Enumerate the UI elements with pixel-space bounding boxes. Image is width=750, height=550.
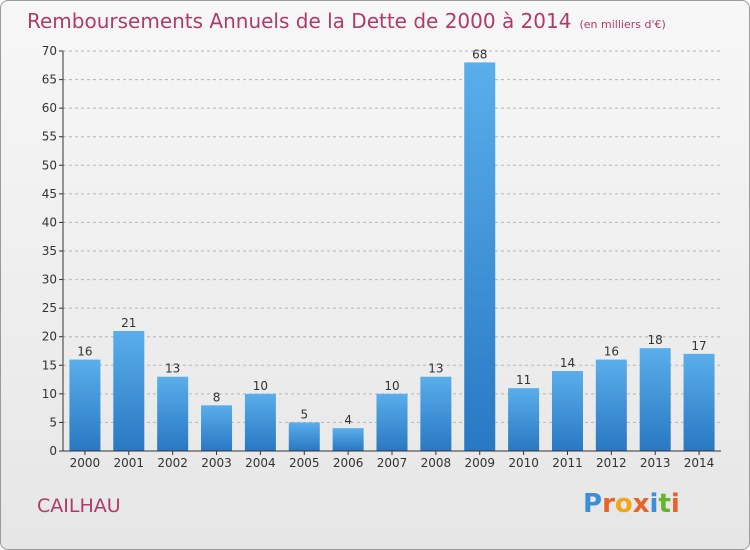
chart-title-text: Remboursements Annuels de la Dette de 20… <box>27 9 572 33</box>
logo-letter: t <box>658 489 671 519</box>
y-tick-label: 10 <box>42 387 57 401</box>
bar <box>201 405 233 451</box>
data-label: 13 <box>165 362 180 376</box>
y-tick-label: 35 <box>42 244 57 258</box>
x-tick-label: 2011 <box>552 456 583 470</box>
y-tick-label: 50 <box>42 158 57 172</box>
data-label: 68 <box>472 47 487 61</box>
bar <box>464 62 496 452</box>
logo-letter: r <box>602 489 615 519</box>
y-tick-label: 40 <box>42 215 57 229</box>
bar <box>332 428 364 451</box>
y-tick-label: 60 <box>42 101 57 115</box>
chart-unit: (en milliers d'€) <box>579 18 666 31</box>
bar <box>376 393 408 451</box>
bar <box>595 359 627 451</box>
y-tick-label: 0 <box>49 444 57 458</box>
x-tick-label: 2000 <box>70 456 101 470</box>
data-label: 4 <box>344 413 352 427</box>
x-tick-label: 2002 <box>157 456 188 470</box>
y-tick-label: 15 <box>42 358 57 372</box>
bar <box>288 422 320 451</box>
data-label: 17 <box>691 339 706 353</box>
bar <box>420 376 452 451</box>
x-tick-label: 2014 <box>684 456 715 470</box>
x-tick-label: 2013 <box>640 456 671 470</box>
bar <box>157 376 189 451</box>
y-tick-label: 65 <box>42 73 57 87</box>
x-tick-label: 2008 <box>421 456 452 470</box>
x-tick-label: 2005 <box>289 456 320 470</box>
data-label: 16 <box>604 345 619 359</box>
y-tick-label: 55 <box>42 130 57 144</box>
logo-letter: i <box>670 489 680 519</box>
y-tick-label: 25 <box>42 301 57 315</box>
data-label: 14 <box>560 356 575 370</box>
y-tick-label: 70 <box>42 44 57 58</box>
chart-title: Remboursements Annuels de la Dette de 20… <box>27 9 666 33</box>
x-tick-label: 2001 <box>114 456 145 470</box>
data-label: 18 <box>648 333 663 347</box>
x-tick-label: 2003 <box>201 456 232 470</box>
bar <box>69 359 101 451</box>
data-label: 5 <box>300 407 308 421</box>
y-tick-label: 5 <box>49 415 57 429</box>
y-tick-label: 45 <box>42 187 57 201</box>
x-tick-label: 2004 <box>245 456 276 470</box>
data-label: 8 <box>213 390 221 404</box>
y-tick-label: 30 <box>42 273 57 287</box>
bar <box>551 371 583 451</box>
y-tick-label: 20 <box>42 330 57 344</box>
x-tick-label: 2009 <box>464 456 495 470</box>
x-tick-label: 2007 <box>377 456 408 470</box>
data-label: 16 <box>77 345 92 359</box>
bar <box>113 331 145 451</box>
bars: 16 21 13 8 10 5 4 10 13 68 11 14 16 18 17 <box>69 47 715 452</box>
data-label: 10 <box>384 379 399 393</box>
bar <box>244 393 276 451</box>
x-tick-label: 2010 <box>508 456 539 470</box>
bar <box>683 353 715 451</box>
data-label: 13 <box>428 362 443 376</box>
x-tick-label: 2012 <box>596 456 627 470</box>
x-tick-label: 2006 <box>333 456 364 470</box>
logo-letter: P <box>583 489 603 519</box>
logo-letter: o <box>614 489 633 519</box>
data-label: 21 <box>121 316 136 330</box>
proxiti-logo: Proxiti <box>583 489 680 519</box>
bar <box>508 388 540 451</box>
commune-name: CAILHAU <box>37 495 121 517</box>
data-label: 10 <box>253 379 268 393</box>
logo-letter: x <box>632 489 650 519</box>
bar <box>639 348 671 451</box>
data-label: 11 <box>516 373 531 387</box>
logo-letter: i <box>649 489 659 519</box>
